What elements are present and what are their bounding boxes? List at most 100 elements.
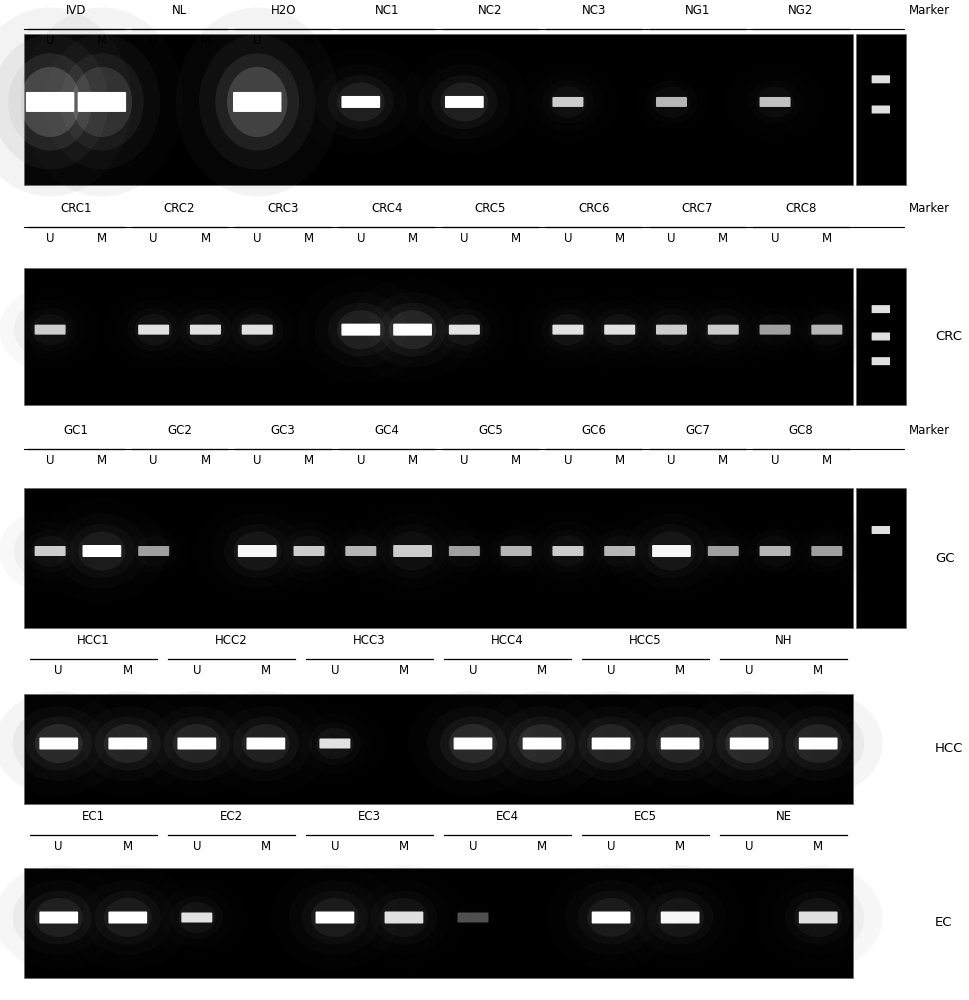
- Text: CRC1: CRC1: [60, 202, 92, 215]
- FancyBboxPatch shape: [811, 546, 842, 556]
- Ellipse shape: [652, 314, 690, 345]
- Ellipse shape: [380, 303, 446, 357]
- FancyBboxPatch shape: [811, 325, 842, 335]
- FancyBboxPatch shape: [760, 546, 791, 556]
- Ellipse shape: [309, 722, 361, 765]
- Text: U: U: [668, 34, 675, 47]
- Text: GC3: GC3: [270, 424, 296, 437]
- FancyBboxPatch shape: [552, 546, 583, 556]
- Text: M: M: [304, 454, 314, 467]
- Ellipse shape: [594, 529, 646, 573]
- FancyBboxPatch shape: [592, 912, 631, 924]
- Ellipse shape: [639, 524, 704, 578]
- FancyBboxPatch shape: [798, 738, 837, 750]
- Ellipse shape: [128, 308, 180, 351]
- Ellipse shape: [756, 86, 794, 118]
- Ellipse shape: [703, 706, 796, 781]
- FancyBboxPatch shape: [760, 97, 791, 107]
- Text: U: U: [668, 232, 675, 245]
- FancyBboxPatch shape: [656, 325, 687, 335]
- Text: M: M: [408, 232, 418, 245]
- FancyBboxPatch shape: [341, 324, 380, 336]
- Ellipse shape: [371, 890, 437, 944]
- Ellipse shape: [179, 308, 232, 351]
- Text: U: U: [193, 840, 202, 853]
- Ellipse shape: [178, 902, 216, 933]
- Ellipse shape: [104, 898, 152, 937]
- Ellipse shape: [490, 529, 543, 573]
- Ellipse shape: [0, 7, 132, 196]
- Ellipse shape: [419, 64, 511, 139]
- Ellipse shape: [772, 706, 864, 781]
- FancyBboxPatch shape: [872, 75, 890, 83]
- Ellipse shape: [215, 53, 299, 151]
- Text: M: M: [718, 232, 729, 245]
- Text: U: U: [460, 34, 469, 47]
- Ellipse shape: [95, 716, 161, 770]
- Ellipse shape: [441, 82, 488, 121]
- Ellipse shape: [647, 890, 713, 944]
- Ellipse shape: [35, 724, 82, 763]
- Ellipse shape: [496, 706, 588, 781]
- Ellipse shape: [31, 535, 69, 567]
- Ellipse shape: [625, 514, 717, 588]
- Ellipse shape: [199, 34, 315, 169]
- FancyBboxPatch shape: [605, 546, 636, 556]
- FancyBboxPatch shape: [707, 546, 738, 556]
- Text: HCC2: HCC2: [215, 634, 248, 647]
- Ellipse shape: [20, 67, 80, 137]
- Ellipse shape: [151, 706, 243, 781]
- Ellipse shape: [135, 535, 172, 567]
- Text: HCC4: HCC4: [491, 634, 524, 647]
- Bar: [24, 868, 853, 978]
- Text: U: U: [564, 454, 572, 467]
- Ellipse shape: [704, 314, 742, 345]
- FancyBboxPatch shape: [341, 96, 380, 108]
- Ellipse shape: [233, 716, 299, 770]
- FancyBboxPatch shape: [82, 545, 121, 557]
- Text: NG1: NG1: [685, 4, 710, 17]
- FancyBboxPatch shape: [139, 325, 170, 335]
- Ellipse shape: [9, 53, 92, 151]
- Ellipse shape: [800, 308, 853, 351]
- Text: CRC2: CRC2: [164, 202, 196, 215]
- Ellipse shape: [634, 706, 726, 781]
- Ellipse shape: [24, 308, 77, 351]
- Text: CRC: CRC: [935, 330, 962, 343]
- Text: U: U: [253, 232, 262, 245]
- FancyBboxPatch shape: [656, 97, 687, 107]
- Text: M: M: [718, 34, 729, 47]
- Text: U: U: [770, 232, 779, 245]
- Text: U: U: [193, 664, 202, 677]
- FancyBboxPatch shape: [109, 912, 147, 924]
- Text: U: U: [564, 34, 572, 47]
- Text: GC5: GC5: [478, 424, 503, 437]
- Text: M: M: [201, 34, 210, 47]
- Text: M: M: [537, 664, 547, 677]
- Ellipse shape: [785, 716, 852, 770]
- Text: M: M: [408, 454, 418, 467]
- Ellipse shape: [172, 724, 221, 763]
- Text: EC: EC: [935, 916, 953, 930]
- Ellipse shape: [31, 314, 69, 345]
- Text: M: M: [97, 34, 107, 47]
- FancyBboxPatch shape: [316, 912, 355, 924]
- Text: M: M: [261, 840, 271, 853]
- FancyBboxPatch shape: [552, 97, 583, 107]
- Ellipse shape: [25, 716, 92, 770]
- Ellipse shape: [311, 898, 359, 937]
- FancyBboxPatch shape: [139, 546, 170, 556]
- Ellipse shape: [220, 706, 312, 781]
- Bar: [24, 34, 853, 185]
- Ellipse shape: [290, 535, 328, 567]
- Ellipse shape: [549, 314, 587, 345]
- Ellipse shape: [238, 314, 276, 345]
- Text: M: M: [123, 840, 133, 853]
- Text: EC3: EC3: [358, 810, 381, 823]
- Text: M: M: [511, 454, 521, 467]
- Text: CRC4: CRC4: [371, 202, 402, 215]
- Text: M: M: [201, 454, 210, 467]
- Ellipse shape: [716, 716, 782, 770]
- Ellipse shape: [656, 724, 704, 763]
- Text: M: M: [408, 34, 418, 47]
